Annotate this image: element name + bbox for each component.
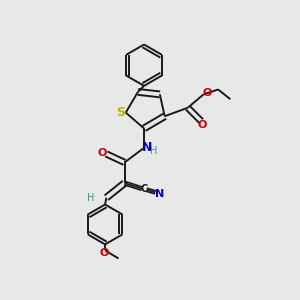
Text: O: O bbox=[97, 148, 106, 158]
Text: N: N bbox=[142, 141, 152, 154]
Text: C: C bbox=[140, 184, 148, 194]
Text: H: H bbox=[150, 146, 158, 156]
Text: O: O bbox=[197, 121, 207, 130]
Text: H: H bbox=[87, 193, 94, 203]
Text: O: O bbox=[202, 88, 212, 98]
Text: S: S bbox=[116, 106, 125, 119]
Text: O: O bbox=[99, 248, 109, 258]
Text: N: N bbox=[155, 189, 164, 199]
